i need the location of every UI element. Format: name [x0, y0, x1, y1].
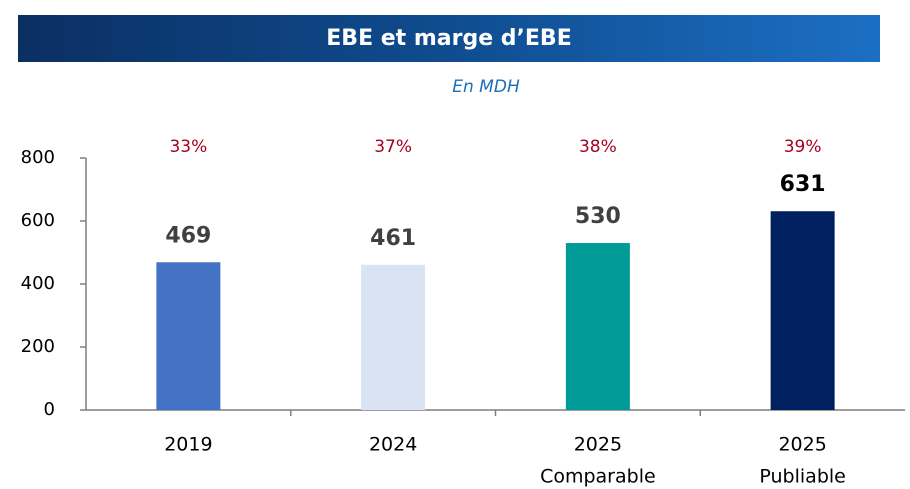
- value-label: 530: [575, 204, 621, 229]
- margin-label: 38%: [579, 137, 617, 157]
- y-tick-label: 0: [44, 399, 55, 420]
- bar: [770, 211, 835, 410]
- value-label: 469: [165, 223, 211, 248]
- x-tick-label: Publiable: [759, 466, 845, 488]
- x-tick-label: 2019: [164, 434, 212, 456]
- y-tick-label: 400: [21, 273, 55, 294]
- x-tick-label: 2025: [778, 434, 826, 456]
- value-label: 631: [780, 172, 826, 197]
- bar: [565, 243, 630, 410]
- margin-label: 33%: [169, 137, 207, 157]
- bar: [156, 262, 221, 410]
- x-tick-label: 2025: [574, 434, 622, 456]
- margin-label: 39%: [784, 137, 822, 157]
- margin-label: 37%: [374, 137, 412, 157]
- title-banner: [18, 15, 880, 62]
- chart-subtitle: En MDH: [452, 77, 520, 97]
- chart-title: EBE et marge d’EBE: [326, 26, 571, 51]
- y-tick-label: 600: [21, 210, 55, 231]
- bar: [361, 264, 426, 410]
- x-tick-label: Comparable: [540, 466, 656, 488]
- x-tick-label: 2024: [369, 434, 417, 456]
- value-label: 461: [370, 226, 416, 251]
- y-tick-label: 200: [21, 336, 55, 357]
- y-tick-label: 800: [21, 147, 55, 168]
